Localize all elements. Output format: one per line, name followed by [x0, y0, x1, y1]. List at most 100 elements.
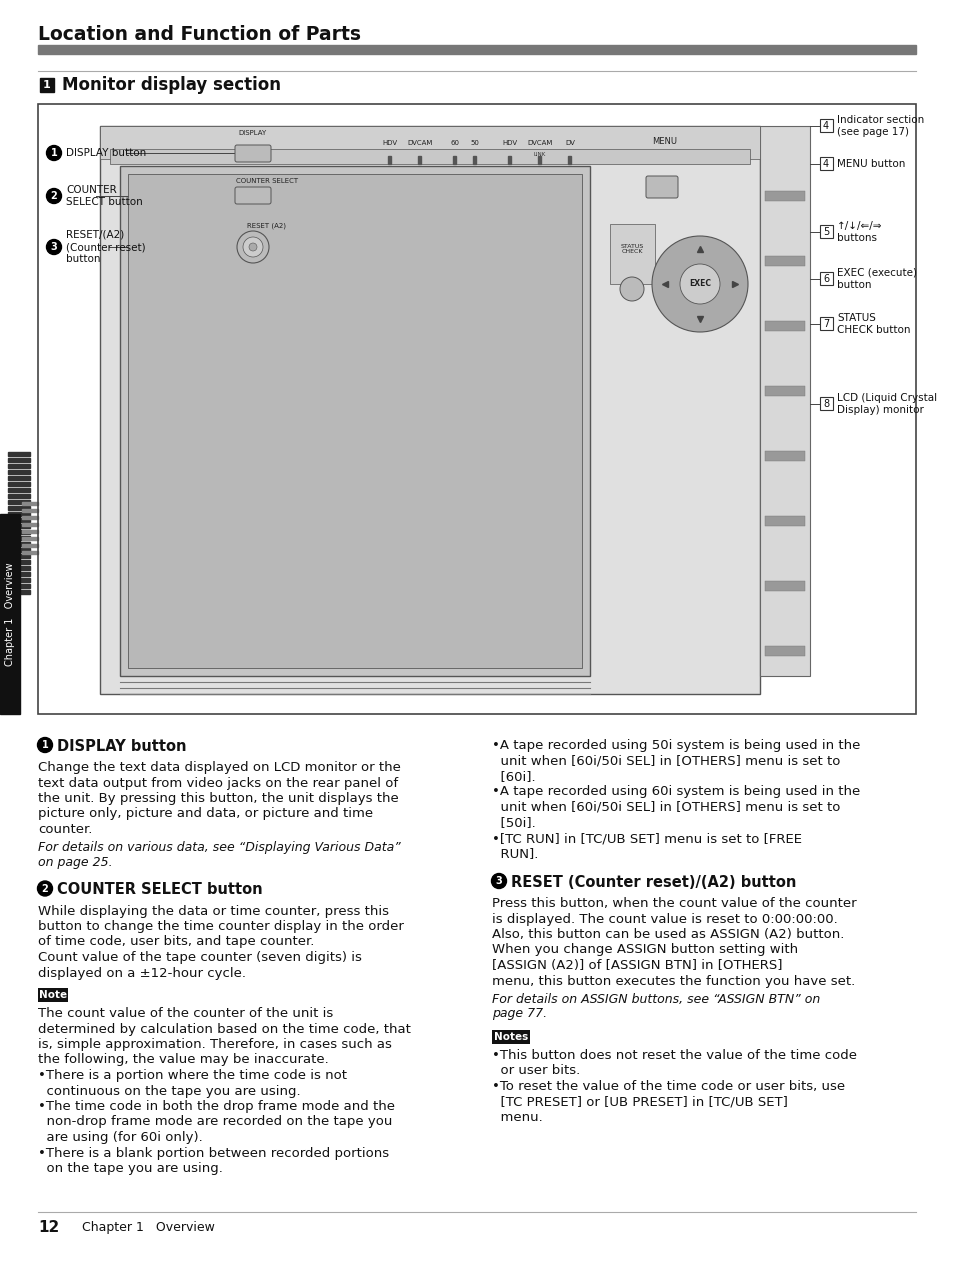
Circle shape — [651, 236, 747, 333]
Text: 3: 3 — [496, 877, 502, 885]
Text: •There is a portion where the time code is not: •There is a portion where the time code … — [38, 1069, 347, 1082]
Text: [50i].: [50i]. — [492, 817, 536, 829]
Bar — [388, 155, 391, 164]
Bar — [8, 457, 30, 462]
Bar — [473, 155, 476, 164]
Bar — [8, 566, 30, 569]
Text: 3: 3 — [51, 242, 57, 252]
Bar — [8, 499, 30, 505]
Text: Count value of the tape counter (seven digits) is: Count value of the tape counter (seven d… — [38, 950, 361, 964]
Circle shape — [679, 264, 720, 304]
Text: on the tape you are using.: on the tape you are using. — [38, 1162, 223, 1175]
Bar — [8, 561, 30, 564]
Text: MENU: MENU — [652, 138, 677, 147]
Text: HDV: HDV — [502, 140, 517, 147]
Bar — [764, 516, 804, 526]
Text: 5: 5 — [822, 227, 828, 237]
Bar — [764, 191, 804, 201]
Text: counter.: counter. — [38, 823, 92, 836]
Text: LCD (Liquid Crystal
Display) monitor: LCD (Liquid Crystal Display) monitor — [836, 392, 936, 415]
Bar — [492, 1029, 530, 1043]
Text: Indicator section
(see page 17): Indicator section (see page 17) — [836, 115, 923, 138]
Bar — [508, 155, 511, 164]
Text: Chapter 1   Overview: Chapter 1 Overview — [82, 1222, 214, 1235]
Text: 4: 4 — [822, 159, 828, 169]
Bar — [8, 554, 30, 558]
Text: •To reset the value of the time code or user bits, use: •To reset the value of the time code or … — [492, 1080, 844, 1093]
Text: text data output from video jacks on the rear panel of: text data output from video jacks on the… — [38, 776, 397, 790]
Text: picture only, picture and data, or picture and time: picture only, picture and data, or pictu… — [38, 808, 373, 820]
Circle shape — [491, 874, 506, 888]
Bar — [22, 550, 38, 554]
Text: RESET (A2): RESET (A2) — [247, 223, 286, 229]
Bar — [0, 513, 20, 713]
Text: •This button does not reset the value of the time code: •This button does not reset the value of… — [492, 1049, 856, 1063]
Text: unit when [60i/50i SEL] in [OTHERS] menu is set to: unit when [60i/50i SEL] in [OTHERS] menu… — [492, 754, 840, 767]
Text: The count value of the counter of the unit is: The count value of the counter of the un… — [38, 1006, 333, 1020]
Bar — [764, 386, 804, 396]
Text: For details on various data, see “Displaying Various Data”: For details on various data, see “Displa… — [38, 842, 400, 855]
Bar — [38, 104, 915, 713]
Bar — [418, 155, 421, 164]
Bar — [120, 166, 589, 676]
Text: COUNTER SELECT: COUNTER SELECT — [235, 178, 297, 183]
Text: Notes: Notes — [494, 1032, 528, 1042]
Bar — [8, 572, 30, 576]
Bar — [820, 157, 832, 169]
Bar — [8, 524, 30, 527]
Text: Location and Function of Parts: Location and Function of Parts — [38, 25, 360, 45]
Text: DISPLAY button: DISPLAY button — [57, 739, 186, 754]
Text: Also, this button can be used as ASSIGN (A2) button.: Also, this button can be used as ASSIGN … — [492, 927, 843, 941]
Bar — [22, 536, 38, 540]
Bar — [22, 502, 38, 505]
Bar — [820, 118, 832, 132]
Text: DV: DV — [564, 140, 575, 147]
Bar — [22, 516, 38, 519]
Bar — [820, 397, 832, 410]
Text: Note: Note — [39, 990, 67, 1000]
Bar — [764, 581, 804, 591]
Text: 2: 2 — [42, 883, 49, 893]
Bar — [22, 508, 38, 512]
Text: 1: 1 — [43, 80, 51, 90]
Text: ↑/↓/⇐/⇒
buttons: ↑/↓/⇐/⇒ buttons — [836, 220, 882, 243]
Text: or user bits.: or user bits. — [492, 1065, 579, 1078]
Text: EXEC (execute)
button: EXEC (execute) button — [836, 268, 916, 290]
Text: 1: 1 — [51, 148, 57, 158]
Text: Monitor display section: Monitor display section — [62, 76, 281, 94]
Text: page 77.: page 77. — [492, 1008, 547, 1020]
Text: HDV: HDV — [382, 140, 397, 147]
Text: button to change the time counter display in the order: button to change the time counter displa… — [38, 920, 403, 933]
Text: 8: 8 — [822, 399, 828, 409]
Bar — [8, 548, 30, 552]
Bar — [22, 522, 38, 526]
Bar — [764, 451, 804, 461]
Text: 6: 6 — [822, 274, 828, 284]
Text: •There is a blank portion between recorded portions: •There is a blank portion between record… — [38, 1147, 389, 1159]
Text: menu.: menu. — [492, 1111, 542, 1124]
Text: DVCAM: DVCAM — [407, 140, 433, 147]
Text: 12: 12 — [38, 1220, 59, 1236]
Bar — [537, 155, 541, 164]
Bar — [8, 452, 30, 456]
Text: the following, the value may be inaccurate.: the following, the value may be inaccura… — [38, 1054, 329, 1066]
Text: MENU button: MENU button — [836, 159, 904, 169]
Text: menu, this button executes the function you have set.: menu, this button executes the function … — [492, 975, 854, 987]
Bar — [8, 488, 30, 492]
Bar — [764, 256, 804, 266]
Bar — [22, 530, 38, 533]
Text: DVCAM: DVCAM — [527, 140, 552, 147]
Text: •A tape recorded using 50i system is being used in the: •A tape recorded using 50i system is bei… — [492, 739, 860, 752]
Circle shape — [47, 240, 61, 255]
Bar — [8, 530, 30, 534]
FancyBboxPatch shape — [234, 187, 271, 204]
Text: 50: 50 — [470, 140, 479, 147]
Text: •[TC RUN] in [TC/UB SET] menu is set to [FREE: •[TC RUN] in [TC/UB SET] menu is set to … — [492, 832, 801, 845]
Text: •The time code in both the drop frame mode and the: •The time code in both the drop frame mo… — [38, 1099, 395, 1113]
Text: COUNTER SELECT button: COUNTER SELECT button — [57, 883, 262, 897]
Bar — [110, 149, 749, 164]
Text: For details on ASSIGN buttons, see “ASSIGN BTN” on: For details on ASSIGN buttons, see “ASSI… — [492, 992, 820, 1006]
Bar — [8, 583, 30, 589]
Text: While displaying the data or time counter, press this: While displaying the data or time counte… — [38, 905, 389, 917]
Text: STATUS
CHECK: STATUS CHECK — [619, 243, 643, 255]
